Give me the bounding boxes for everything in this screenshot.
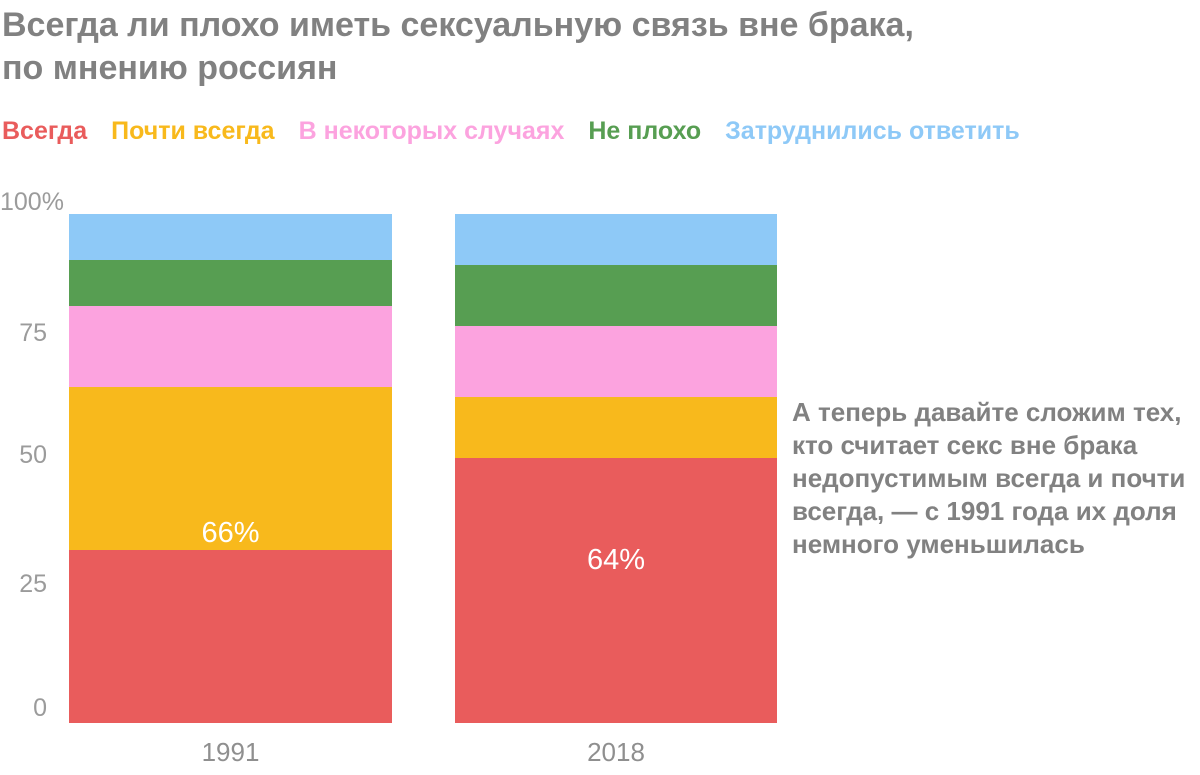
y-axis-tick-25: 25 (19, 570, 47, 598)
chart-legend: Всегда Почти всегда В некоторых случаях Не … (2, 117, 1020, 146)
bar-segment (69, 387, 392, 550)
chart-title-line2: по мнению россиян (2, 49, 338, 87)
bar-value-label-2018: 64% (586, 544, 646, 576)
chart-title-line1: Всегда ли плохо иметь сексуальную связь … (2, 6, 914, 44)
bar-segment (69, 549, 392, 723)
bar-segment (455, 214, 777, 265)
legend-item: Почти всегда (111, 117, 275, 145)
bar-segment (455, 264, 777, 326)
bar-segment (69, 259, 392, 306)
bar-segment (455, 325, 777, 398)
annotation-text: А теперь давайте сложим тех, кто считает… (792, 397, 1186, 559)
chart-title: Всегда ли плохо иметь сексуальную связь … (2, 4, 914, 90)
x-axis-label-2018: 2018 (587, 737, 645, 767)
stacked-bar-2018: 64% (455, 214, 777, 723)
legend-item: Всегда (2, 117, 88, 145)
stacked-bar-1991: 66% (69, 214, 392, 723)
legend-item: Затруднились ответить (725, 117, 1020, 145)
y-axis-tick-75: 75 (19, 319, 47, 347)
bar-segment (69, 214, 392, 260)
y-axis-tick-50: 50 (19, 441, 47, 469)
bar-segment (455, 458, 777, 723)
legend-item: В некоторых случаях (298, 117, 565, 145)
bar-segment (69, 305, 392, 388)
bar-segment (455, 397, 777, 459)
legend-item: Не плохо (588, 117, 702, 145)
y-axis-tick-0: 0 (33, 694, 47, 722)
bar-value-label-1991: 66% (201, 517, 260, 549)
y-axis-tick-100: 100% (0, 188, 64, 216)
x-axis-label-1991: 1991 (201, 737, 260, 767)
